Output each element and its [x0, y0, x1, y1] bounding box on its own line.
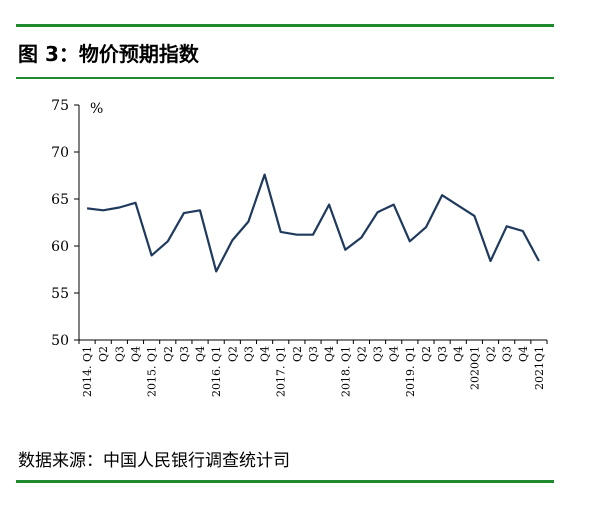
x-tick-label: 2017. Q1	[275, 346, 288, 397]
title-rule	[16, 77, 554, 79]
bottom-rule	[16, 480, 554, 483]
x-tick-label: Q3	[307, 346, 320, 362]
series-line	[86, 173, 540, 273]
y-unit-label: %	[90, 101, 103, 117]
x-tick-label: Q3	[178, 346, 191, 362]
x-tick-label: 2014. Q1	[81, 346, 94, 397]
x-tick-label: 2015. Q1	[146, 346, 159, 397]
y-tick-label: 70	[51, 145, 69, 161]
x-tick-label: 2019. Q1	[404, 346, 417, 397]
y-tick-label: 50	[51, 333, 69, 349]
x-tick-label: Q4	[129, 346, 142, 362]
y-tick-label: 75	[51, 98, 69, 114]
x-tick-label: 2021Q1	[533, 346, 546, 390]
x-tick-label: 2018. Q1	[339, 346, 352, 397]
x-tick-label: Q4	[194, 346, 207, 362]
x-tick-label: Q2	[162, 346, 175, 362]
figure-title: 图 3：物价预期指数	[18, 42, 199, 66]
y-tick-label: 65	[51, 192, 69, 208]
x-tick-label: Q4	[323, 346, 336, 362]
top-rule	[16, 24, 554, 27]
x-tick-label: Q2	[97, 346, 110, 362]
x-tick-label: Q3	[501, 346, 514, 362]
x-tick-label: Q2	[485, 346, 498, 362]
x-tick-label: Q3	[372, 346, 385, 362]
x-tick-label: Q2	[355, 346, 368, 362]
x-tick-label: Q3	[242, 346, 255, 362]
x-tick-label: Q2	[226, 346, 239, 362]
y-tick-label: 60	[51, 239, 69, 255]
x-tick-label: Q2	[291, 346, 304, 362]
x-tick-label: Q4	[517, 346, 530, 362]
x-tick-label: Q3	[113, 346, 126, 362]
x-tick-label: 2020Q1	[468, 346, 481, 390]
x-axis: 2014. Q1 Q2 Q3 Q4 2015. Q1 Q2 Q3 Q4 2016. Q1 Q2 Q3…	[78, 339, 548, 397]
x-tick-label: Q4	[259, 346, 272, 362]
x-tick-label: Q3	[436, 346, 449, 362]
x-tick-label: 2016. Q1	[210, 346, 223, 397]
x-tick-label: Q4	[388, 346, 401, 362]
y-axis: 50 55 60 65 70 75	[51, 98, 80, 349]
source-note: 数据来源：中国人民银行调查统计司	[18, 451, 290, 471]
x-tick-label: Q2	[420, 346, 433, 362]
x-tick-label: Q4	[452, 346, 465, 362]
y-tick-label: 55	[51, 286, 69, 302]
